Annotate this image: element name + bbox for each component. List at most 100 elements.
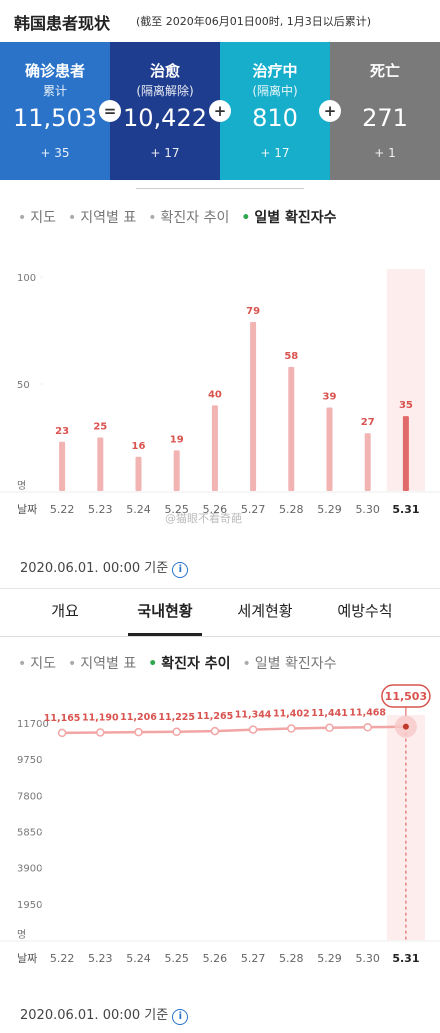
timestamp-text: 2020.06.01. 00:00 기준 (20, 561, 169, 576)
data-label: 19 (170, 434, 184, 445)
info-icon[interactable]: i (172, 1009, 189, 1025)
data-label: 27 (361, 417, 375, 428)
tab-label: 지도 (30, 210, 57, 226)
bullet: • (68, 656, 77, 672)
x-tick-label: 5.25 (164, 952, 189, 965)
x-tick-label: 5.28 (279, 952, 304, 965)
y-tick-label: 3900 (17, 864, 42, 875)
chart-wrap: 50 100 명 날짜 5.22 5.23 5.24 5.25 5.26 5.27 5.28 5.29… (0, 250, 440, 530)
bullet: • (241, 210, 251, 226)
tab[interactable]: • 지도 (18, 210, 56, 226)
info-icon[interactable]: i (172, 562, 189, 578)
stat-value: 810 (252, 104, 298, 132)
timestamp-text: 2020.06.01. 00:00 기준 (20, 1008, 169, 1023)
data-label: 16 (132, 441, 146, 452)
data-label: 23 (55, 426, 69, 437)
bar (250, 321, 257, 491)
stat-change: + 17 (260, 146, 290, 160)
bar (97, 437, 104, 491)
bullet: • (148, 656, 158, 672)
stat-value: 11,503 (13, 104, 97, 132)
x-axis-label: 날짜 (17, 503, 37, 516)
x-tick-label: 5.30 (355, 503, 380, 516)
data-label: 11,190 (82, 712, 119, 723)
tab[interactable]: • 일별 확진자수 (241, 210, 336, 226)
tab[interactable]: • 지도 (18, 656, 56, 672)
point (248, 725, 258, 734)
nav-item[interactable]: 세계현황 (237, 602, 293, 620)
data-label: 11,225 (158, 712, 195, 723)
x-tick-label: 5.31 (392, 503, 419, 516)
x-axis-label: 날짜 (17, 952, 37, 965)
stat-change: + 1 (374, 146, 396, 160)
unit-label: 명 (17, 480, 26, 492)
nav-underline (128, 633, 202, 636)
x-tick-label: 5.26 (203, 503, 228, 516)
x-tick-label: 5.27 (241, 952, 266, 965)
stat-label: 治愈 (149, 62, 180, 80)
y-tick-label: 11700 (17, 719, 49, 730)
divider (0, 636, 440, 637)
x-tick-label: 5.23 (88, 952, 113, 965)
y-tick-label: 100 (17, 273, 36, 284)
tab[interactable]: • 지역별 표 (68, 656, 136, 672)
bar (326, 407, 333, 491)
daily-chart: 50 100 명날짜 5.22 5.23 5.24 5.25 5.26 5.27 5.28 5.29… (0, 269, 440, 516)
bar (211, 405, 218, 491)
data-label: 79 (246, 306, 260, 317)
data-label: 25 (93, 422, 107, 433)
x-tick-label: 5.24 (126, 503, 151, 516)
highlight-band (386, 715, 425, 940)
tab-label: 확진자 추이 (161, 656, 231, 672)
divider (0, 588, 440, 589)
stat-label: 死亡 (369, 62, 400, 80)
stat-value: 10,422 (123, 104, 207, 132)
bar (135, 456, 142, 491)
tab-label: 지역별 표 (80, 210, 137, 226)
tab[interactable]: • 일별 확진자수 (243, 656, 337, 672)
x-tick-label: 5.26 (203, 952, 228, 965)
stat-box: 治疗中 (隔离中) 810 + 17 (220, 42, 330, 180)
data-label: 11,503 (385, 690, 427, 703)
tab-label: 확진자 추이 (160, 210, 230, 226)
bullet: • (68, 210, 77, 226)
point (210, 726, 220, 736)
stat-box: 死亡 271 + 1 (330, 42, 440, 180)
chart-wrap: 1950 3900 5850 7800 9750 11700 명 날짜 5.22 5.23 5.24… (0, 680, 440, 970)
y-tick-label: 9750 (17, 755, 42, 766)
point (287, 724, 296, 733)
data-label: 40 (208, 389, 222, 400)
timestamp: 2020.06.01. 00:00 기준 i (20, 557, 189, 578)
tab-label: 일별 확진자수 (254, 210, 337, 226)
nav-item[interactable]: 개요 (51, 602, 79, 620)
nav-item[interactable]: 예방수칙 (337, 602, 393, 620)
stat-change: + 17 (150, 146, 180, 160)
stat-sublabel: (隔离解除) (136, 84, 194, 98)
line (62, 725, 406, 735)
y-tick-label: 5850 (17, 828, 42, 839)
y-tick-label: 1950 (17, 900, 42, 911)
stat-change: + 35 (40, 146, 70, 160)
stat-box: 确诊患者 累计 11,503 + 35 (0, 42, 110, 180)
divider (136, 188, 304, 189)
bullet: • (18, 656, 27, 672)
tab-label: 지역별 표 (80, 656, 137, 672)
x-tick-label: 5.30 (355, 952, 380, 965)
stat-sublabel: 累计 (42, 84, 67, 98)
tab[interactable]: • 확진자 추이 (148, 656, 230, 672)
data-label: 58 (284, 351, 298, 362)
x-tick-label: 5.29 (317, 952, 342, 965)
data-label: 11,265 (197, 711, 234, 722)
x-tick-label: 5.27 (241, 503, 266, 516)
data-label: 11,468 (349, 707, 386, 718)
point (172, 727, 181, 737)
data-label: 39 (323, 392, 337, 403)
operator: + (319, 100, 341, 122)
tab[interactable]: • 확진자 추이 (148, 210, 229, 226)
nav-item[interactable]: 국내현황 (137, 602, 193, 620)
page-subtitle: (截至 2020年06月01日00时, 1月3日以后累计) (136, 15, 372, 28)
tab[interactable]: • 지역별 표 (68, 210, 136, 226)
x-tick-label: 5.23 (88, 503, 113, 516)
stat-sublabel: (隔离中) (252, 84, 298, 98)
data-label: 11,344 (235, 710, 272, 721)
